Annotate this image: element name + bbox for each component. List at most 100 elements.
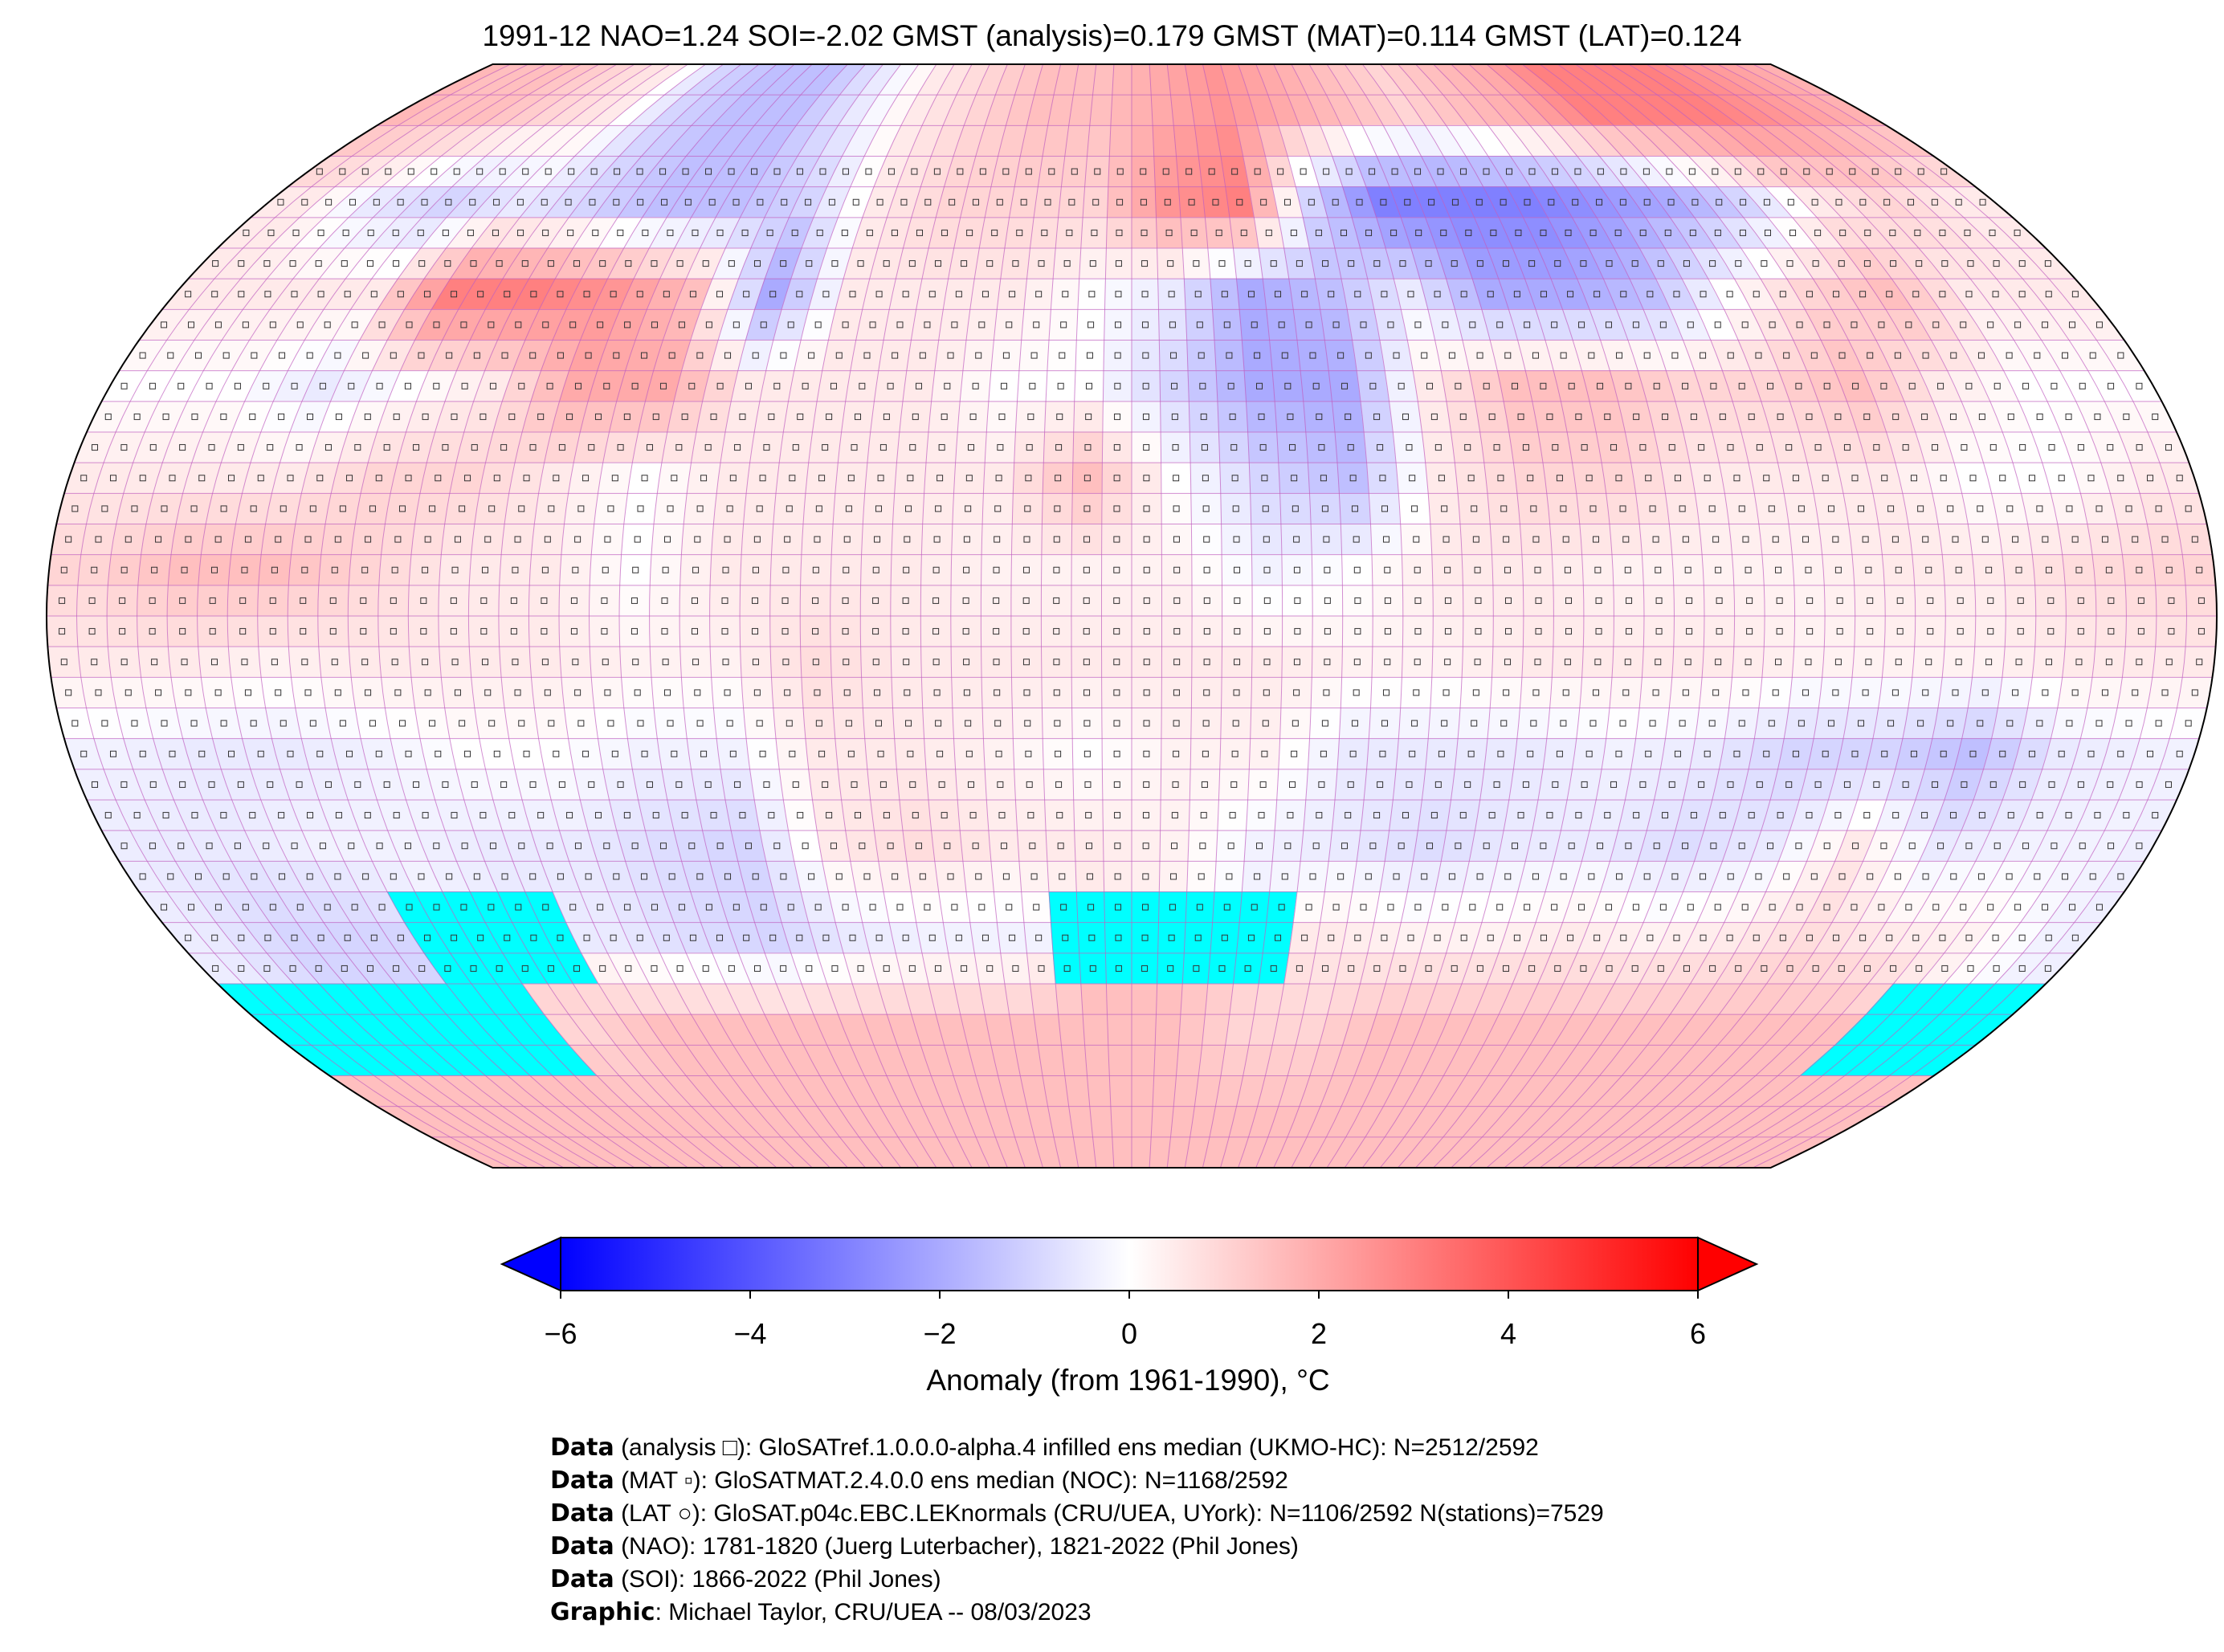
grid-cell [1402,615,1434,647]
grid-cell [743,708,777,740]
grid-cell [950,646,982,678]
grid-cell [890,554,922,586]
grid-cell [474,708,510,740]
grid-cell [861,524,893,556]
credit-label: Data [550,1565,614,1593]
grid-cell [1366,462,1399,494]
grid-cell [830,646,863,678]
grid-cell [1185,891,1215,924]
grid-cell [1041,492,1073,524]
grid-cell [170,524,206,556]
grid-cell [1278,738,1310,770]
grid-cell [1370,524,1402,556]
grid-cell [782,799,818,831]
grid-cell [841,799,875,831]
grid-cell [1579,524,1613,556]
grid-cell [1131,124,1155,157]
grid-cell [1848,676,1883,708]
grid-cell [890,646,922,678]
grid-cell [1010,554,1043,586]
grid-cell [1107,186,1132,218]
grid-cell [1457,492,1491,524]
grid-cell [680,676,714,708]
grid-cell [830,524,863,556]
grid-cell [260,676,296,708]
grid-cell [1011,676,1043,708]
grid-cell [1026,247,1056,279]
grid-cell [1131,94,1153,126]
grid-cell [467,615,500,647]
grid-cell [1018,340,1050,372]
grid-cell [1997,524,2033,556]
grid-cell [2181,646,2217,678]
grid-cell [1131,1044,1156,1076]
grid-cell [1073,799,1104,831]
credit-text: (LAT ○): GloSAT.p04c.EBC.LEKnormals (CRU… [614,1500,1604,1527]
grid-cell [1186,340,1217,372]
grid-cell [590,676,625,708]
grid-cell [1246,401,1278,433]
grid-cell [1082,186,1109,218]
grid-cell [1010,646,1043,678]
grid-cell [1210,278,1240,310]
grid-cell [1659,462,1696,494]
grid-cell [800,554,832,586]
grid-cell [1851,646,1885,678]
grid-cell [1331,799,1365,831]
grid-cell [626,462,663,494]
grid-cell [1728,676,1763,708]
grid-cell [934,340,967,372]
grid-cell [1549,524,1583,556]
grid-cell [1512,462,1548,494]
grid-cell [1157,278,1186,310]
grid-cell [931,370,964,402]
grid-cell [200,524,236,556]
grid-cell [474,492,510,524]
grid-cell [1582,585,1614,617]
grid-cell [812,799,847,831]
grid-cell [257,615,289,647]
grid-cell [1104,891,1132,924]
grid-cell [969,278,1002,310]
grid-cell [984,769,1016,801]
grid-cell [1004,217,1034,249]
grid-cell [1058,1014,1086,1046]
grid-cell [1733,615,1765,647]
grid-cell [862,492,896,524]
grid-cell [1050,278,1080,310]
grid-cell [1010,585,1042,617]
grid-cell [1732,646,1765,678]
grid-cell [1033,1014,1062,1046]
grid-cell [1222,585,1253,617]
grid-cell [1269,340,1301,372]
grid-cell [653,492,688,524]
grid-cell [2057,676,2093,708]
grid-cell [1215,370,1247,402]
grid-cell [594,708,628,740]
grid-cell [1462,585,1494,617]
grid-cell [1883,615,1916,647]
grid-cell [816,370,851,402]
grid-cell [1251,676,1283,708]
grid-cell [894,462,927,494]
grid-cell [1296,340,1329,372]
grid-cell [2034,585,2067,617]
grid-cell [1207,247,1237,279]
grid-cell [1400,676,1433,708]
grid-cell [1183,278,1214,310]
grid-cell [1310,676,1343,708]
grid-cell [141,676,177,708]
grid-cell [619,554,652,586]
grid-cell [438,615,470,647]
grid-cell [1372,585,1404,617]
colorbar-tick-label: 2 [1310,1317,1328,1350]
grid-cell [1220,492,1252,524]
grid-cell [2116,676,2153,708]
grid-cell [1041,676,1073,708]
grid-cell [1309,708,1341,740]
grid-cell [1107,1014,1132,1046]
grid-cell [1813,708,1849,740]
grid-cell [1101,615,1132,647]
grid-cell [1823,585,1856,617]
grid-cell [2064,615,2097,647]
